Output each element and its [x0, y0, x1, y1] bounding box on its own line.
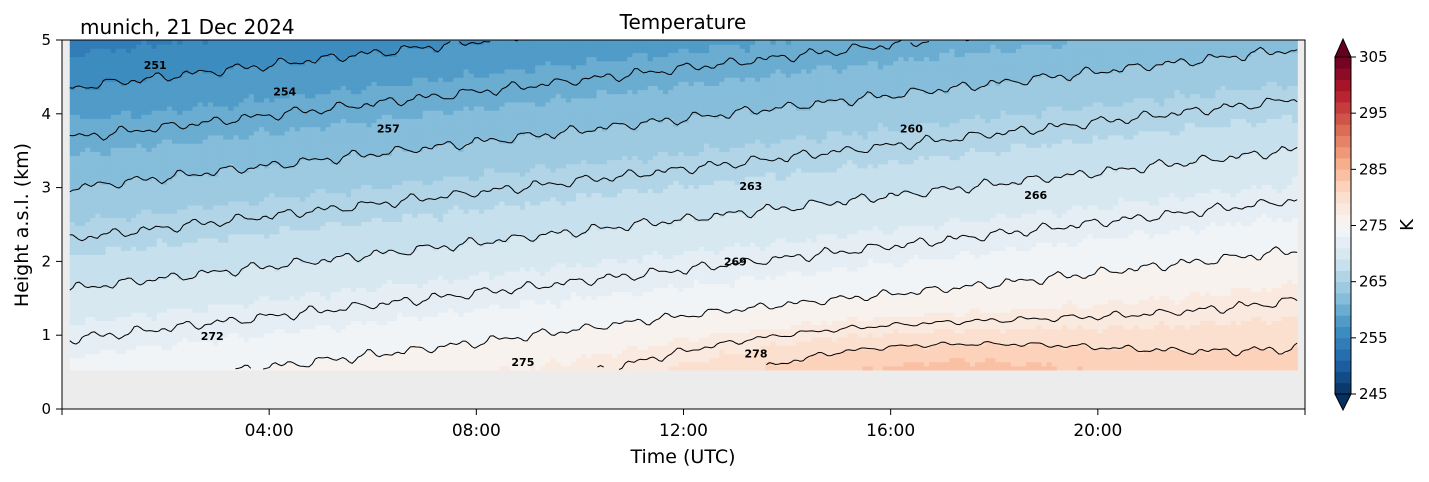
colorbar-level [1335, 57, 1351, 69]
colorbar-level [1335, 181, 1351, 193]
y-axis: 0 1 2 3 4 5 [41, 31, 62, 418]
y-axis-label: Height a.s.l. (km) [11, 143, 33, 307]
x-axis-label: Time (UTC) [629, 446, 735, 468]
colorbar-level [1335, 383, 1351, 395]
contour-label: 263 [739, 180, 762, 193]
contour-label: 269 [724, 255, 747, 268]
y-tick-label: 0 [41, 400, 51, 418]
colorbar-level [1335, 270, 1351, 282]
colorbar-level [1335, 304, 1351, 316]
colorbar-level [1335, 248, 1351, 260]
x-tick-label: 08:00 [452, 421, 501, 441]
colorbar-level [1335, 226, 1351, 238]
chart-title: Temperature [619, 10, 747, 34]
contour-label: 254 [273, 86, 296, 99]
contour-label: 278 [745, 348, 768, 361]
colorbar-tick-label: 255 [1359, 329, 1388, 347]
colorbar-tick-label: 295 [1359, 104, 1388, 122]
colorbar-level [1335, 259, 1351, 271]
contour-label: 251 [144, 59, 167, 72]
colorbar-level [1335, 192, 1351, 204]
y-tick-label: 1 [41, 326, 51, 344]
colorbar-level [1335, 282, 1351, 294]
colorbar-level [1335, 372, 1351, 384]
colorbar-level [1335, 237, 1351, 249]
colorbar-level [1335, 338, 1351, 350]
colorbar: 245 255 265 275 285 295 305 [1335, 39, 1388, 410]
colorbar-extend-max [1335, 39, 1351, 57]
colorbar-level [1335, 315, 1351, 327]
y-tick-label: 5 [41, 31, 51, 49]
x-tick-label: 20:00 [1073, 421, 1122, 441]
y-tick-label: 4 [41, 105, 51, 123]
colorbar-level [1335, 113, 1351, 125]
contour-label: 266 [1024, 189, 1047, 202]
colorbar-level [1335, 68, 1351, 80]
colorbar-extend-min [1335, 394, 1351, 410]
colorbar-tick-label: 265 [1359, 273, 1388, 291]
location-date-label: munich, 21 Dec 2024 [80, 15, 295, 39]
colorbar-level [1335, 293, 1351, 305]
y-tick-label: 2 [41, 252, 51, 270]
colorbar-level [1335, 91, 1351, 103]
colorbar-tick-label: 275 [1359, 217, 1388, 235]
x-tick-label: 04:00 [245, 421, 294, 441]
colorbar-level [1335, 169, 1351, 181]
colorbar-label: K [1397, 218, 1418, 231]
colorbar-level [1335, 136, 1351, 148]
colorbar-tick-label: 305 [1359, 48, 1388, 66]
colorbar-level [1335, 158, 1351, 170]
colorbar-level [1335, 124, 1351, 136]
x-tick-label: 16:00 [866, 421, 915, 441]
colorbar-level [1335, 203, 1351, 215]
colorbar-tick-label: 245 [1359, 385, 1388, 403]
colorbar-level [1335, 147, 1351, 159]
colorbar-tick-label: 285 [1359, 160, 1388, 178]
colorbar-level [1335, 360, 1351, 372]
colorbar-level [1335, 79, 1351, 91]
y-tick-label: 3 [41, 179, 51, 197]
x-axis: 04:00 08:00 12:00 16:00 20:00 [62, 409, 1305, 441]
contour-label: 257 [377, 123, 400, 136]
colorbar-level [1335, 102, 1351, 114]
x-tick-label: 12:00 [659, 421, 708, 441]
contour-label: 275 [511, 356, 534, 369]
contour-label: 260 [900, 123, 923, 136]
colorbar-level [1335, 349, 1351, 361]
colorbar-level [1335, 214, 1351, 226]
contour-label: 272 [201, 330, 224, 343]
colorbar-level [1335, 327, 1351, 339]
